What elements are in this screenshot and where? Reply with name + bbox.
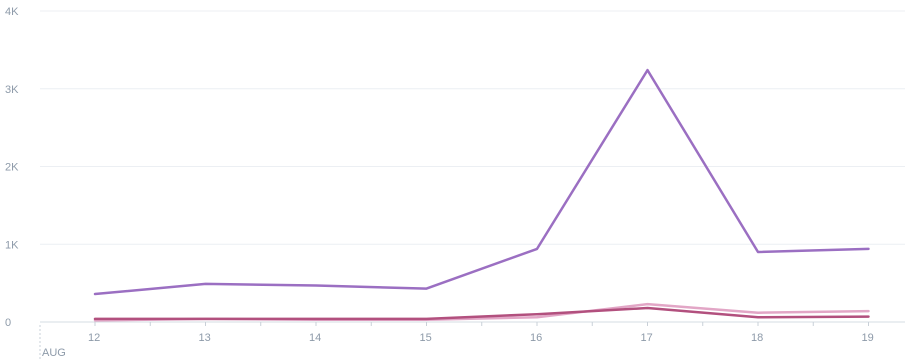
x-tick-label: 15 [420, 332, 432, 344]
y-tick-label: 3K [5, 84, 19, 96]
y-tick-label: 2K [5, 162, 19, 174]
x-tick-label: 17 [641, 332, 653, 344]
y-tick-label: 0 [5, 317, 11, 329]
gridlines [40, 10, 905, 245]
tick-labels: 0 1K 2K 3K 4K 12 13 14 15 16 17 18 19 AUG [5, 6, 874, 359]
x-tick-label: 16 [530, 332, 542, 344]
y-tick-label: 4K [5, 6, 19, 18]
x-tick-label: 18 [751, 332, 763, 344]
series-line-1 [93, 68, 870, 296]
x-month-label: AUG [42, 347, 66, 359]
y-tick-label: 1K [5, 239, 19, 251]
x-axis [39, 321, 905, 361]
x-tick-label: 14 [309, 332, 321, 344]
x-tick-label: 12 [88, 332, 100, 344]
x-tick-label: 13 [199, 332, 211, 344]
series-lines [93, 68, 870, 322]
x-tick-label: 19 [862, 332, 874, 344]
series-line-3 [93, 306, 870, 321]
